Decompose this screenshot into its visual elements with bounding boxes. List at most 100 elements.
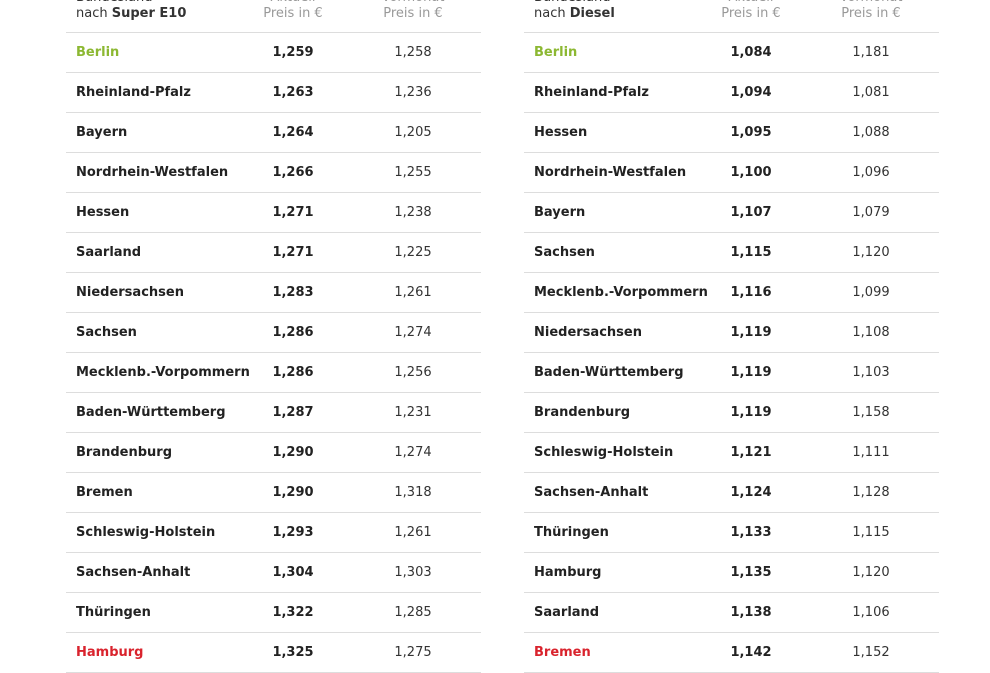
table-row: Sachsen 1,115 1,120 [524,233,939,273]
current-price: 1,271 [272,245,314,260]
state-name: Baden-Württemberg [534,365,684,380]
previous-price: 1,303 [394,565,432,580]
state-name: Niedersachsen [76,285,184,300]
current-price: 1,290 [272,485,314,500]
current-price: 1,133 [730,525,772,540]
table-row: Sachsen-Anhalt 1,304 1,303 [66,553,481,593]
current-price: 1,116 [730,285,772,300]
state-name: Bremen [76,485,133,500]
current-price: 1,293 [272,525,314,540]
table-row: Schleswig-Holstein 1,121 1,111 [524,433,939,473]
state-name: Sachsen-Anhalt [76,565,191,580]
table-row: Nordrhein-Westfalen 1,100 1,096 [524,153,939,193]
table-row: Rheinland-Pfalz 1,263 1,236 [66,73,481,113]
state-name: Thüringen [76,605,151,620]
current-price: 1,121 [730,445,772,460]
header-cell: Bundeslandnach Diesel [534,0,615,22]
current-price: 1,283 [272,285,314,300]
current-price: 1,259 [272,45,314,60]
table-row: Niedersachsen 1,283 1,261 [66,273,481,313]
current-price: 1,287 [272,405,314,420]
state-name: Hessen [76,205,130,220]
table-row: Berlin 1,259 1,258 [66,33,481,73]
header-text: Bundesland [76,0,186,6]
previous-price: 1,106 [852,605,890,620]
state-name: Mecklenb.-Vorpommern [534,285,708,300]
table-row: Baden-Württemberg 1,287 1,231 [66,393,481,433]
previous-price: 1,205 [394,125,432,140]
state-name: Brandenburg [76,445,173,460]
header-fuel: Diesel [569,6,615,21]
previous-price: 1,108 [852,325,890,340]
state-name: Sachsen-Anhalt [534,485,649,500]
table-row: Rheinland-Pfalz 1,094 1,081 [524,73,939,113]
table-row: Mecklenb.-Vorpommern 1,286 1,256 [66,353,481,393]
current-price: 1,094 [730,85,772,100]
state-name: Saarland [76,245,142,260]
header-fuel: Super E10 [111,6,187,21]
previous-price: 1,318 [394,485,432,500]
table-diesel: Bundeslandnach Diesel AktuellPreis in €Vo… [524,0,939,673]
current-price: 1,115 [730,245,772,260]
state-name: Nordrhein-Westfalen [76,165,229,180]
table-super-e10: Bundeslandnach Super E10AktuellPreis in … [66,0,481,673]
table-row: Hessen 1,271 1,238 [66,193,481,233]
previous-price: 1,120 [852,245,890,260]
state-name: Saarland [534,605,600,620]
previous-price: 1,261 [394,525,432,540]
previous-price: 1,115 [852,525,890,540]
table-row: Brandenburg 1,119 1,158 [524,393,939,433]
state-name: Bayern [534,205,586,220]
header-text: Preis in € [383,6,443,21]
table-row: Hessen 1,095 1,088 [524,113,939,153]
state-name: Brandenburg [534,405,631,420]
current-price: 1,124 [730,485,772,500]
previous-price: 1,181 [852,45,890,60]
previous-price: 1,088 [852,125,890,140]
previous-price: 1,128 [852,485,890,500]
table-row: Mecklenb.-Vorpommern 1,116 1,099 [524,273,939,313]
current-price: 1,107 [730,205,772,220]
table-row: Hamburg 1,325 1,275 [66,633,481,673]
state-name: Hamburg [534,565,602,580]
current-price: 1,138 [730,605,772,620]
table-row: Bremen 1,142 1,152 [524,633,939,673]
previous-price: 1,261 [394,285,432,300]
previous-price: 1,111 [852,445,890,460]
header-text: Preis in € [263,6,323,21]
current-price: 1,286 [272,365,314,380]
header-cell: VormonatPreis in € [353,0,473,22]
previous-price: 1,255 [394,165,432,180]
current-price: 1,095 [730,125,772,140]
previous-price: 1,274 [394,325,432,340]
state-name: Bayern [76,125,128,140]
table-row: Saarland 1,271 1,225 [66,233,481,273]
state-name: Rheinland-Pfalz [76,85,191,100]
header-text: Preis in € [721,6,781,21]
state-name: Mecklenb.-Vorpommern [76,365,250,380]
state-name: Schleswig-Holstein [76,525,216,540]
table-row: Baden-Württemberg 1,119 1,103 [524,353,939,393]
current-price: 1,084 [730,45,772,60]
previous-price: 1,096 [852,165,890,180]
header-text: Vormonat [811,0,931,6]
previous-price: 1,152 [852,645,890,660]
current-price: 1,325 [272,645,314,660]
current-price: 1,286 [272,325,314,340]
previous-price: 1,285 [394,605,432,620]
header-cell: AktuellPreis in € [691,0,811,22]
previous-price: 1,275 [394,645,432,660]
table-row: Thüringen 1,322 1,285 [66,593,481,633]
state-name: Schleswig-Holstein [534,445,674,460]
table-row: Berlin 1,084 1,181 [524,33,939,73]
header-text: Bundesland [534,0,615,6]
table-header: Bundeslandnach Super E10AktuellPreis in … [66,0,481,33]
current-price: 1,322 [272,605,314,620]
previous-price: 1,079 [852,205,890,220]
current-price: 1,290 [272,445,314,460]
current-price: 1,263 [272,85,314,100]
previous-price: 1,238 [394,205,432,220]
table-row: Hamburg 1,135 1,120 [524,553,939,593]
header-text: Aktuell [233,0,353,6]
